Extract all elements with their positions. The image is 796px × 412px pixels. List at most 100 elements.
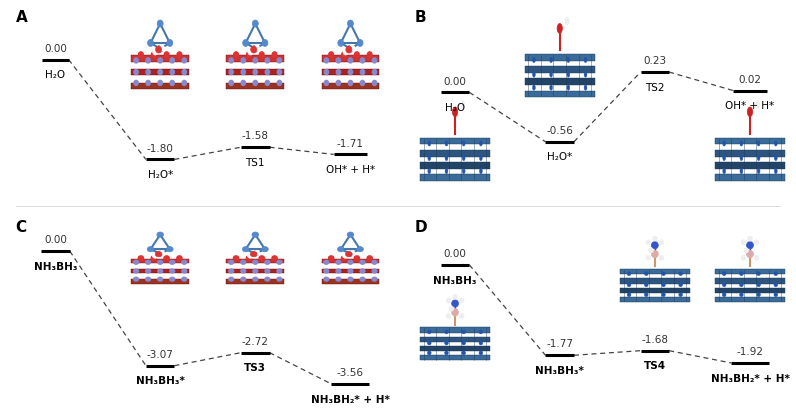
Circle shape (462, 351, 466, 355)
Circle shape (158, 70, 162, 75)
Polygon shape (620, 279, 690, 283)
Circle shape (265, 260, 270, 264)
Circle shape (170, 70, 174, 75)
Circle shape (740, 141, 743, 146)
Circle shape (277, 277, 282, 281)
Circle shape (146, 80, 150, 85)
Polygon shape (131, 55, 189, 61)
Polygon shape (322, 269, 380, 273)
Circle shape (177, 52, 181, 57)
Circle shape (445, 330, 448, 334)
Circle shape (360, 277, 365, 281)
Circle shape (146, 70, 150, 75)
Circle shape (373, 58, 377, 63)
Circle shape (361, 70, 365, 75)
Circle shape (723, 141, 726, 146)
Circle shape (253, 70, 257, 75)
Circle shape (627, 283, 631, 287)
Polygon shape (322, 69, 380, 75)
Polygon shape (322, 55, 380, 61)
Polygon shape (420, 174, 490, 181)
Circle shape (146, 260, 150, 264)
Circle shape (427, 169, 431, 174)
Circle shape (679, 293, 682, 297)
Polygon shape (715, 288, 785, 293)
Circle shape (265, 269, 270, 273)
Circle shape (134, 70, 139, 75)
Circle shape (259, 256, 264, 260)
Text: NH₃BH₃*: NH₃BH₃* (535, 366, 584, 376)
Circle shape (265, 277, 270, 281)
Circle shape (775, 155, 777, 161)
Text: C: C (16, 220, 27, 234)
Circle shape (479, 351, 482, 355)
Circle shape (661, 293, 665, 297)
Circle shape (722, 272, 726, 276)
Text: 0.00: 0.00 (44, 44, 67, 54)
Circle shape (565, 17, 569, 25)
Text: 0.00: 0.00 (443, 249, 466, 259)
Circle shape (747, 250, 754, 258)
Circle shape (228, 260, 234, 264)
Polygon shape (715, 150, 785, 157)
Circle shape (158, 260, 162, 264)
Circle shape (134, 80, 139, 85)
Circle shape (243, 40, 248, 47)
Circle shape (452, 107, 458, 117)
Polygon shape (525, 91, 595, 97)
Circle shape (427, 141, 431, 146)
Circle shape (361, 58, 365, 63)
Circle shape (170, 277, 174, 281)
Circle shape (242, 246, 249, 252)
Text: OH* + H*: OH* + H* (725, 101, 775, 111)
Circle shape (151, 256, 156, 260)
Polygon shape (715, 279, 785, 283)
Text: NH₃BH₃*: NH₃BH₃* (136, 377, 185, 386)
Text: -1.71: -1.71 (337, 138, 364, 149)
Circle shape (277, 70, 282, 75)
Text: OH* + H*: OH* + H* (326, 165, 375, 175)
Circle shape (459, 298, 464, 303)
Circle shape (533, 57, 536, 63)
Circle shape (155, 251, 162, 257)
Polygon shape (322, 258, 380, 263)
Circle shape (158, 269, 162, 273)
Circle shape (775, 169, 777, 174)
Circle shape (741, 255, 746, 260)
Circle shape (166, 246, 174, 252)
Circle shape (659, 240, 664, 245)
Polygon shape (226, 269, 284, 273)
Circle shape (247, 52, 252, 57)
Circle shape (341, 52, 346, 57)
Polygon shape (715, 174, 785, 181)
Polygon shape (131, 69, 189, 75)
Circle shape (446, 298, 451, 303)
Circle shape (158, 277, 162, 281)
Text: NH₃BH₂* + H*: NH₃BH₂* + H* (311, 395, 390, 405)
Circle shape (661, 283, 665, 287)
Circle shape (775, 141, 777, 146)
Circle shape (241, 80, 245, 85)
Circle shape (177, 256, 182, 260)
Circle shape (324, 269, 329, 273)
Circle shape (146, 277, 150, 281)
Circle shape (740, 169, 743, 174)
Circle shape (342, 253, 349, 258)
Circle shape (627, 272, 631, 276)
Text: 0.23: 0.23 (643, 56, 666, 66)
Circle shape (739, 272, 743, 276)
Circle shape (627, 293, 631, 297)
Text: A: A (16, 10, 27, 25)
Polygon shape (525, 66, 595, 73)
Polygon shape (620, 297, 690, 302)
Circle shape (757, 283, 760, 287)
Circle shape (367, 256, 373, 260)
Circle shape (462, 341, 466, 345)
Polygon shape (620, 269, 690, 274)
Circle shape (158, 80, 162, 85)
Circle shape (739, 293, 743, 297)
Circle shape (349, 58, 353, 63)
Circle shape (479, 169, 482, 174)
Circle shape (645, 283, 648, 287)
Circle shape (679, 272, 682, 276)
